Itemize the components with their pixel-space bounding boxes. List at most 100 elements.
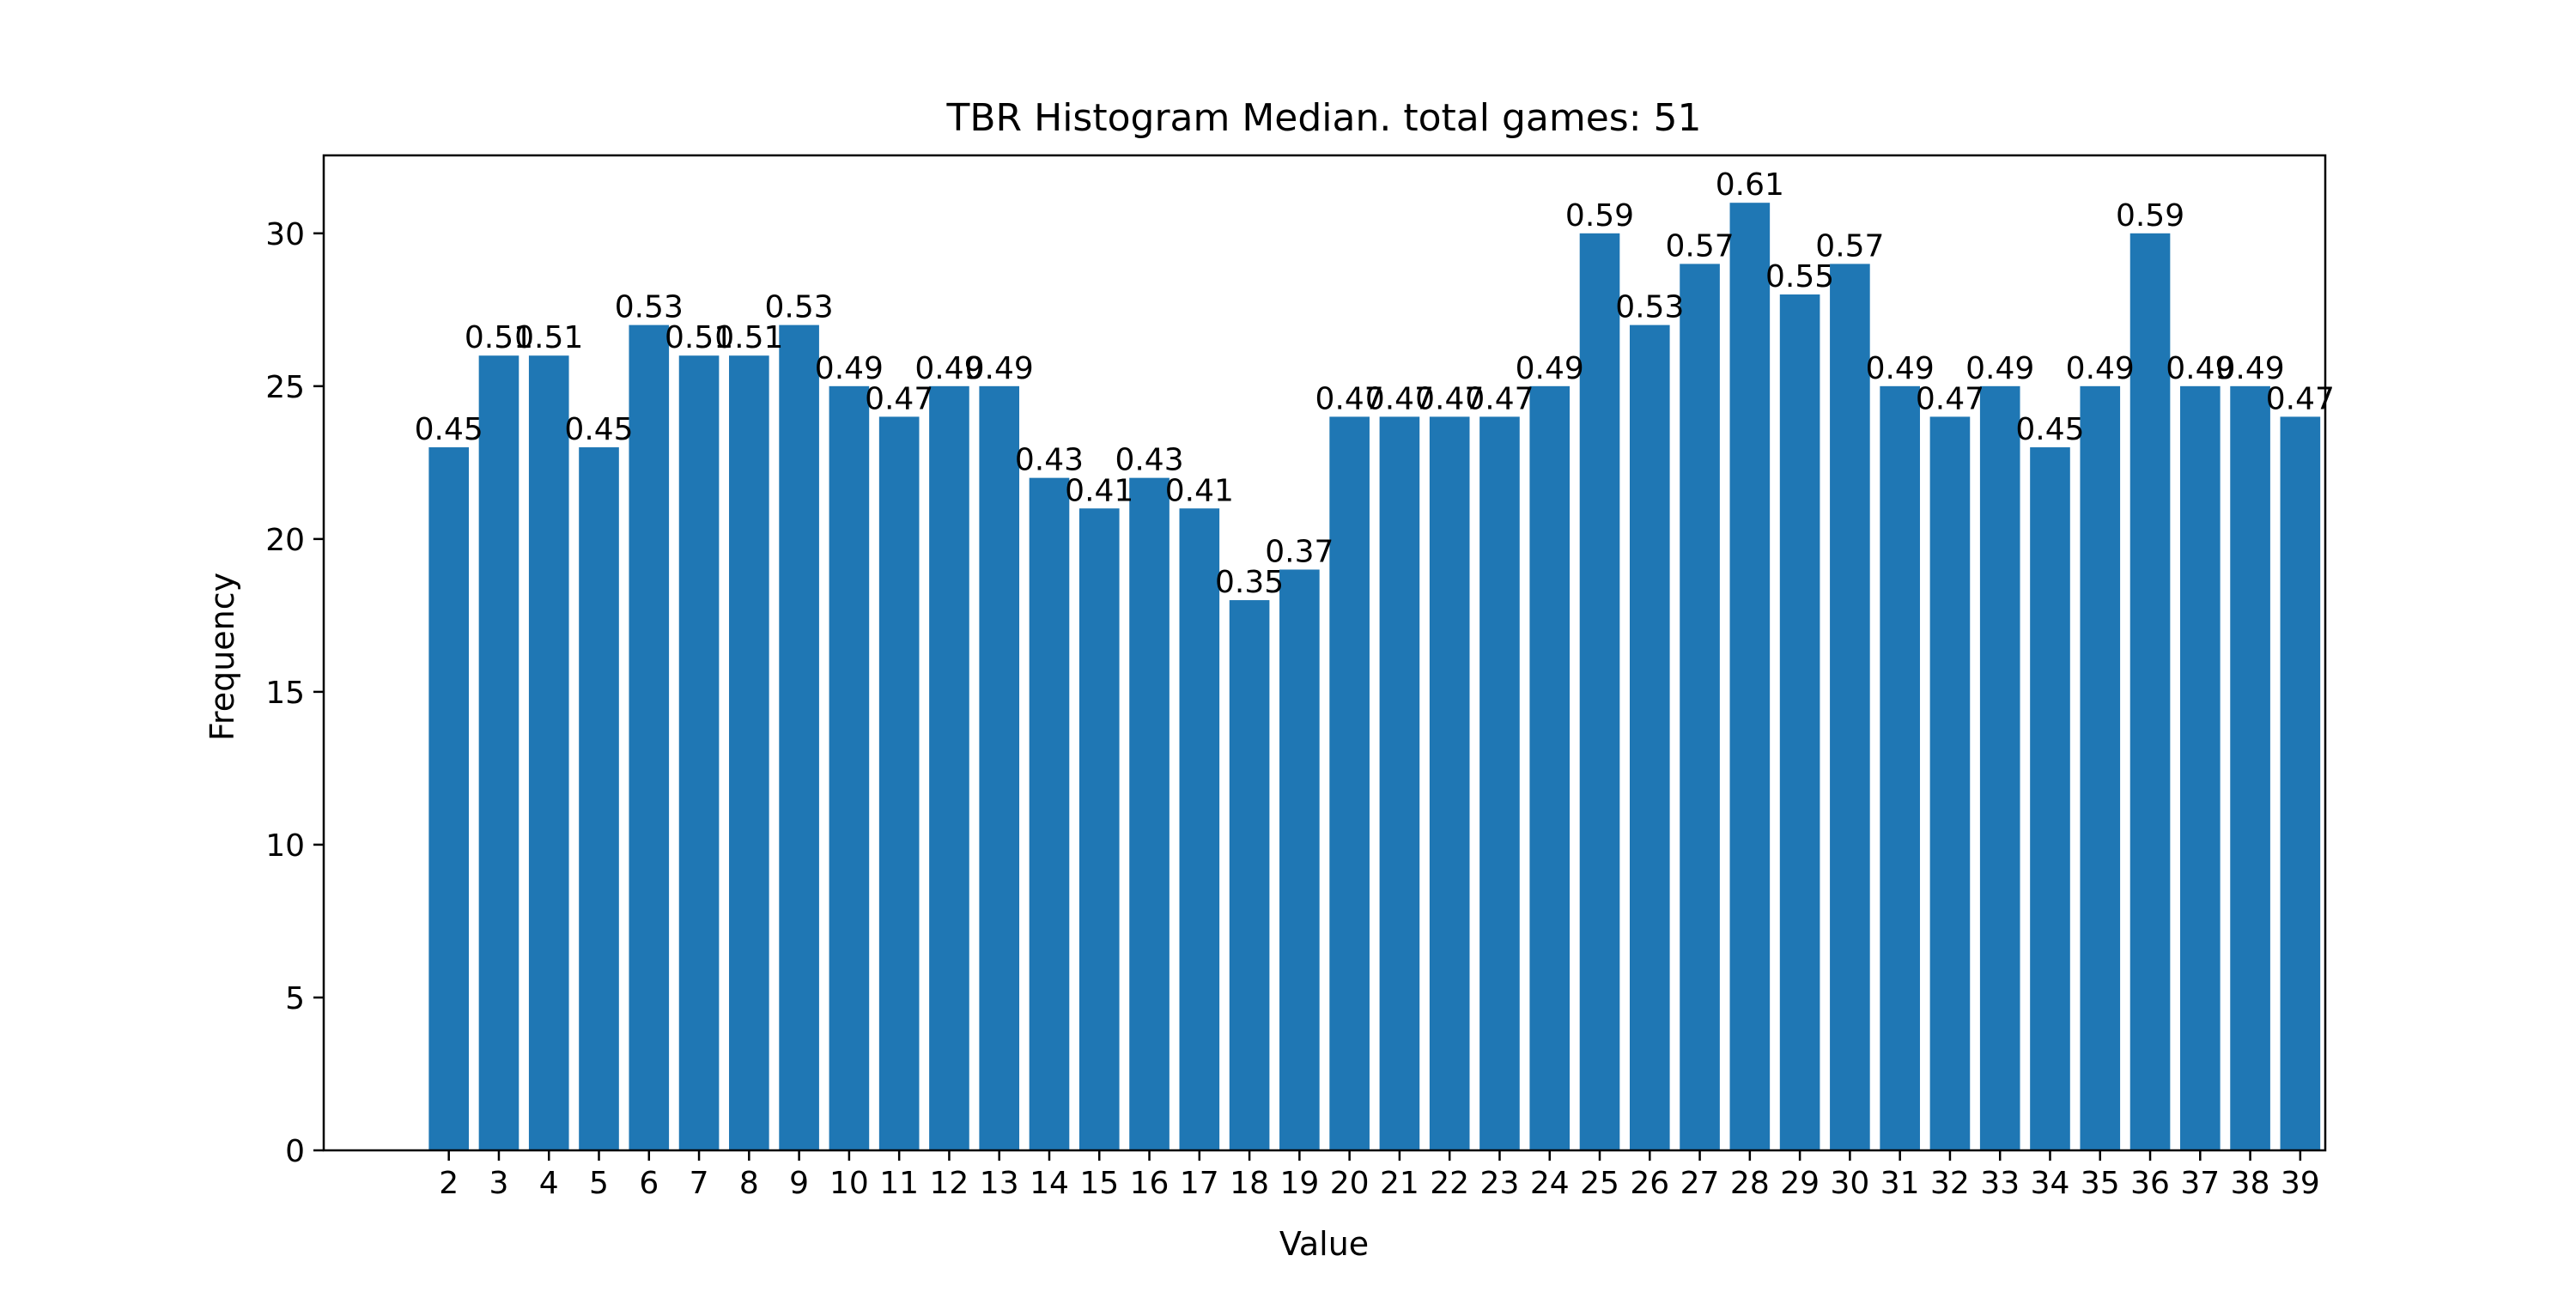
x-tick-label-10: 10 (829, 1166, 869, 1201)
bar-23 (1479, 416, 1520, 1151)
x-tick-label-13: 13 (980, 1166, 1019, 1201)
bar-10 (829, 385, 870, 1150)
data-label-27: 0.57 (1665, 228, 1734, 264)
bar-26 (1629, 325, 1670, 1150)
x-tick-label-30: 30 (1830, 1166, 1869, 1201)
bar-8 (729, 355, 769, 1151)
bar-2 (428, 447, 469, 1150)
bar-6 (629, 325, 670, 1150)
bar-13 (979, 385, 1020, 1150)
x-tick-label-8: 8 (739, 1166, 759, 1201)
x-tick-label-29: 29 (1780, 1166, 1820, 1201)
bar-15 (1078, 508, 1120, 1150)
data-label-15: 0.41 (1065, 473, 1133, 508)
data-label-10: 0.49 (815, 351, 884, 386)
bar-32 (1929, 416, 1971, 1151)
chart-title: TBR Histogram Median. total games: 51 (945, 96, 1701, 140)
plot-frame (322, 154, 2327, 1152)
x-tick-label-20: 20 (1330, 1166, 1370, 1201)
x-tick-label-34: 34 (2031, 1166, 2070, 1201)
data-label-6: 0.53 (615, 290, 683, 325)
bar-36 (2129, 233, 2171, 1150)
x-tick-label-6: 6 (639, 1166, 659, 1201)
y-tick-label-10: 10 (265, 828, 305, 864)
x-tick-label-5: 5 (589, 1166, 609, 1201)
data-label-30: 0.57 (1815, 228, 1884, 264)
data-label-8: 0.51 (714, 320, 783, 355)
data-label-22: 0.47 (1415, 381, 1484, 416)
bar-20 (1329, 416, 1370, 1151)
data-label-14: 0.43 (1015, 443, 1084, 478)
bar-37 (2180, 385, 2221, 1150)
x-tick-label-25: 25 (1580, 1166, 1619, 1201)
bar-24 (1529, 385, 1571, 1150)
bar-16 (1129, 477, 1170, 1150)
y-tick-label-20: 20 (265, 523, 305, 558)
x-tick-label-21: 21 (1380, 1166, 1419, 1201)
data-label-19: 0.37 (1265, 534, 1334, 569)
bar-27 (1680, 264, 1720, 1150)
data-label-11: 0.47 (865, 381, 933, 416)
data-label-33: 0.49 (1965, 351, 2034, 386)
y-tick-label-15: 15 (265, 676, 305, 711)
y-tick-label-30: 30 (265, 217, 305, 252)
data-label-9: 0.53 (765, 290, 834, 325)
bar-29 (1779, 294, 1820, 1150)
x-tick-label-7: 7 (690, 1166, 709, 1201)
bar-22 (1429, 416, 1470, 1151)
x-tick-label-18: 18 (1230, 1166, 1269, 1201)
data-labels-layer: 0.450.510.510.450.530.510.510.530.490.47… (415, 167, 2335, 600)
bar-3 (478, 355, 519, 1151)
bar-35 (2080, 385, 2121, 1150)
x-tick-label-9: 9 (789, 1166, 809, 1201)
x-tick-label-31: 31 (1880, 1166, 1920, 1201)
data-label-7: 0.51 (665, 320, 733, 355)
bar-30 (1830, 264, 1870, 1150)
data-label-25: 0.59 (1565, 198, 1634, 234)
x-tick-label-4: 4 (539, 1166, 559, 1201)
bar-25 (1579, 233, 1620, 1150)
y-axis: 0 5 10 15 20 25 30 (265, 217, 324, 1169)
x-tick-label-12: 12 (930, 1166, 969, 1201)
x-tick-label-37: 37 (2180, 1166, 2220, 1201)
bar-19 (1279, 569, 1320, 1150)
x-tick-label-17: 17 (1180, 1166, 1219, 1201)
data-label-28: 0.61 (1716, 167, 1784, 203)
x-tick-label-27: 27 (1680, 1166, 1720, 1201)
bar-9 (779, 325, 819, 1150)
x-tick-label-28: 28 (1730, 1166, 1770, 1201)
x-tick-label-33: 33 (1980, 1166, 2020, 1201)
data-label-21: 0.47 (1365, 381, 1434, 416)
data-label-36: 0.59 (2116, 198, 2184, 234)
data-label-13: 0.49 (965, 351, 1034, 386)
bar-17 (1179, 508, 1220, 1150)
x-tick-label-14: 14 (1030, 1166, 1069, 1201)
data-label-32: 0.47 (1916, 381, 1984, 416)
data-label-35: 0.49 (2066, 351, 2135, 386)
data-label-12: 0.49 (914, 351, 983, 386)
x-tick-label-26: 26 (1630, 1166, 1669, 1201)
x-axis: 2 3 4 5 6 7 8 9 10 11 12 13 14 15 16 17 18 19 20 21 22 23 24 25… (439, 1150, 2320, 1201)
data-label-29: 0.55 (1765, 259, 1834, 294)
data-label-31: 0.49 (1866, 351, 1935, 386)
data-label-39: 0.47 (2266, 381, 2335, 416)
y-tick-label-0: 0 (285, 1134, 305, 1169)
bar-39 (2280, 416, 2321, 1151)
bar-5 (579, 447, 619, 1150)
bar-14 (1029, 477, 1070, 1150)
data-label-23: 0.47 (1465, 381, 1534, 416)
bar-38 (2230, 385, 2270, 1150)
x-tick-label-38: 38 (2231, 1166, 2270, 1201)
data-label-3: 0.51 (465, 320, 533, 355)
y-tick-label-25: 25 (265, 370, 305, 405)
data-label-37: 0.49 (2166, 351, 2234, 386)
bar-33 (1979, 385, 2020, 1150)
x-tick-label-22: 22 (1430, 1166, 1469, 1201)
x-tick-label-11: 11 (879, 1166, 919, 1201)
data-label-26: 0.53 (1615, 290, 1684, 325)
bar-11 (878, 416, 920, 1151)
data-label-2: 0.45 (415, 412, 483, 447)
data-label-16: 0.43 (1115, 443, 1183, 478)
